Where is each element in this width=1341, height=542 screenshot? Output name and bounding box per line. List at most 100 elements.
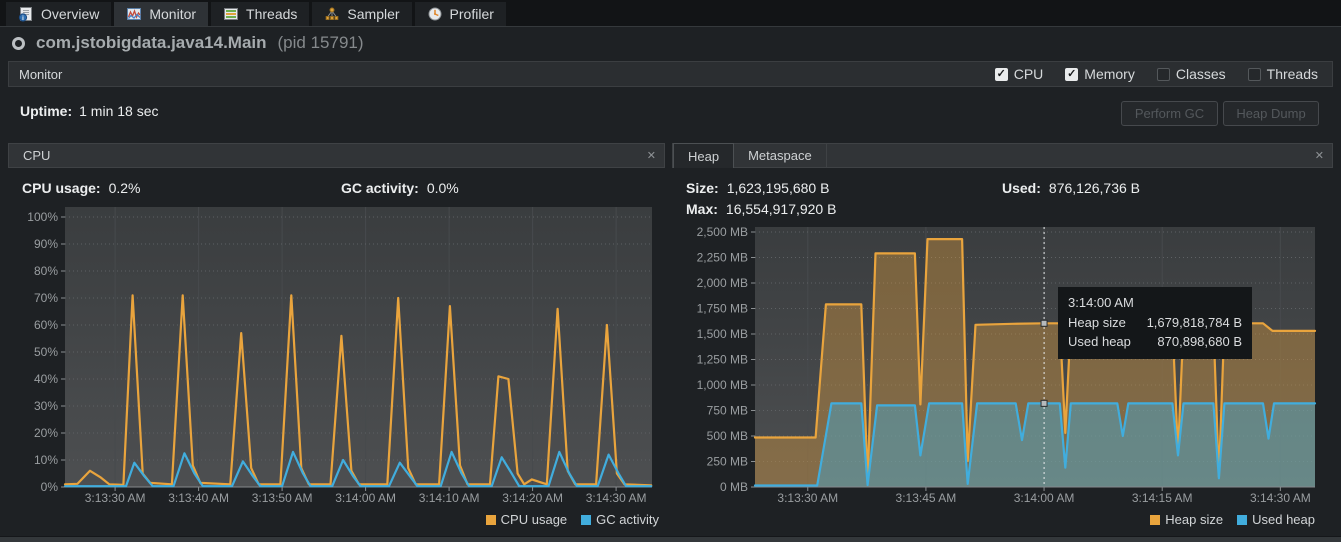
application-status-icon [12,36,25,50]
svg-text:70%: 70% [34,291,58,305]
threads-icon [223,6,239,22]
checkbox-classes[interactable]: Classes [1156,66,1226,82]
tab-label: Threads [246,6,298,22]
checkbox-memory-label: Memory [1084,66,1135,82]
svg-text:3:14:00 AM: 3:14:00 AM [1014,491,1075,505]
heap-dump-button[interactable]: Heap Dump [1223,101,1319,126]
checkbox-memory-box[interactable]: ✓ [1065,67,1079,81]
checkbox-cpu-box[interactable]: ✓ [994,67,1008,81]
application-title: com.jstobigdata.java14.Main [36,33,267,52]
svg-text:100%: 100% [27,210,58,224]
svg-text:50%: 50% [34,345,58,359]
close-icon[interactable]: ✕ [1314,150,1324,162]
svg-text:250 MB: 250 MB [707,455,748,469]
svg-text:1,500 MB: 1,500 MB [697,327,748,341]
legend-cpu-usage: CPU usage [485,512,567,527]
svg-text:3:13:50 AM: 3:13:50 AM [252,491,313,505]
checkbox-classes-box[interactable] [1156,67,1170,81]
checkbox-classes-label: Classes [1175,66,1226,82]
tab-overview[interactable]: i Overview [6,2,112,26]
svg-text:2,500 MB: 2,500 MB [697,225,748,239]
svg-text:40%: 40% [34,372,58,386]
application-pid: (pid 15791) [277,33,364,52]
svg-text:3:13:40 AM: 3:13:40 AM [168,491,229,505]
legend-gc-activity: GC activity [581,512,659,527]
monitor-toolbar: Monitor ✓ CPU ✓ Memory Classes Threads [8,61,1333,87]
checkbox-threads[interactable]: Threads [1247,66,1318,82]
perform-gc-button[interactable]: Perform GC [1121,101,1218,126]
cpu-chart[interactable]: 0% 10% 20% 30% 40% 50% 60% 70% 80% 90% 100% 3:13:30… [8,200,665,508]
svg-text:3:13:45 AM: 3:13:45 AM [896,491,957,505]
svg-text:1,000 MB: 1,000 MB [697,378,748,392]
svg-text:500 MB: 500 MB [707,429,748,443]
svg-text:30%: 30% [34,399,58,413]
heap-used-stat: Used: 876,126,736 B [1002,180,1140,196]
svg-text:2,250 MB: 2,250 MB [697,251,748,265]
gc-activity-chip [581,514,592,525]
svg-text:3:13:30 AM: 3:13:30 AM [85,491,146,505]
checkbox-threads-box[interactable] [1247,67,1261,81]
heap-size-stat: Size: 1,623,195,680 B [686,180,830,196]
tab-label: Overview [41,6,100,22]
checkbox-threads-label: Threads [1266,66,1318,82]
overview-icon: i [18,6,34,22]
tab-metaspace[interactable]: Metaspace [734,143,827,168]
tab-heap[interactable]: Heap [673,143,735,168]
profiler-icon [427,6,443,22]
bottom-strip [0,536,1341,542]
cpu-usage-chip [485,514,496,525]
svg-text:20%: 20% [34,426,58,440]
checkbox-cpu[interactable]: ✓ CPU [994,66,1044,82]
svg-text:10%: 10% [34,453,58,467]
monitor-toolbar-label: Monitor [19,66,63,82]
svg-text:3:14:30 AM: 3:14:30 AM [1250,491,1311,505]
close-icon[interactable]: ✕ [646,150,656,162]
svg-text:3:14:10 AM: 3:14:10 AM [419,491,480,505]
used-heap-chip [1237,514,1248,525]
tab-threads[interactable]: Threads [211,2,310,26]
heap-max-stat: Max: 16,554,917,920 B [686,201,837,217]
tab-profiler[interactable]: Profiler [414,2,506,26]
heap-size-chip [1150,514,1161,525]
legend-heap-size: Heap size [1150,512,1223,527]
svg-text:0 MB: 0 MB [720,480,748,494]
svg-text:2,000 MB: 2,000 MB [697,276,748,290]
cpu-panel-header: CPU ✕ [8,143,665,168]
svg-text:3:14:00 AM: 3:14:00 AM [335,491,396,505]
tab-label: Sampler [347,6,400,22]
svg-text:80%: 80% [34,264,58,278]
checkbox-cpu-label: CPU [1013,66,1044,82]
tab-monitor[interactable]: Monitor [114,2,209,26]
tab-label: Monitor [149,6,197,22]
tab-sampler[interactable]: Sampler [312,2,412,26]
svg-text:i: i [22,16,24,22]
uptime-value: 1 min 18 sec [79,103,159,119]
cpu-panel-title: CPU [23,148,51,163]
svg-text:90%: 90% [34,237,58,251]
svg-text:3:13:30 AM: 3:13:30 AM [777,491,838,505]
uptime-label: Uptime: [20,103,73,119]
tab-label: Profiler [449,6,494,22]
monitor-icon [126,6,142,22]
heap-panel-header: Heap Metaspace ✕ [672,143,1333,168]
main-tabbar: i Overview Monitor Threads Sampler [0,0,1341,27]
application-titlebar: com.jstobigdata.java14.Main (pid 15791) [0,28,1341,58]
svg-text:60%: 60% [34,318,58,332]
cpu-usage-stat: CPU usage: 0.2% [22,180,141,196]
svg-text:1,250 MB: 1,250 MB [697,353,748,367]
svg-text:1,750 MB: 1,750 MB [697,302,748,316]
heap-chart[interactable]: 0 MB 250 MB 500 MB 750 MB 1,000 MB 1,250 MB 1,… [672,225,1333,517]
svg-text:0%: 0% [41,480,59,494]
svg-text:750 MB: 750 MB [707,404,748,418]
cpu-legend: CPU usage GC activity [8,512,659,527]
svg-text:3:14:30 AM: 3:14:30 AM [586,491,647,505]
heap-legend: Heap size Used heap [672,512,1315,527]
svg-text:3:14:15 AM: 3:14:15 AM [1132,491,1193,505]
svg-text:3:14:20 AM: 3:14:20 AM [502,491,563,505]
legend-used-heap: Used heap [1237,512,1315,527]
gc-activity-stat: GC activity: 0.0% [341,180,459,196]
checkbox-memory[interactable]: ✓ Memory [1065,66,1135,82]
uptime: Uptime: 1 min 18 sec [20,103,159,119]
sampler-icon [324,6,340,22]
